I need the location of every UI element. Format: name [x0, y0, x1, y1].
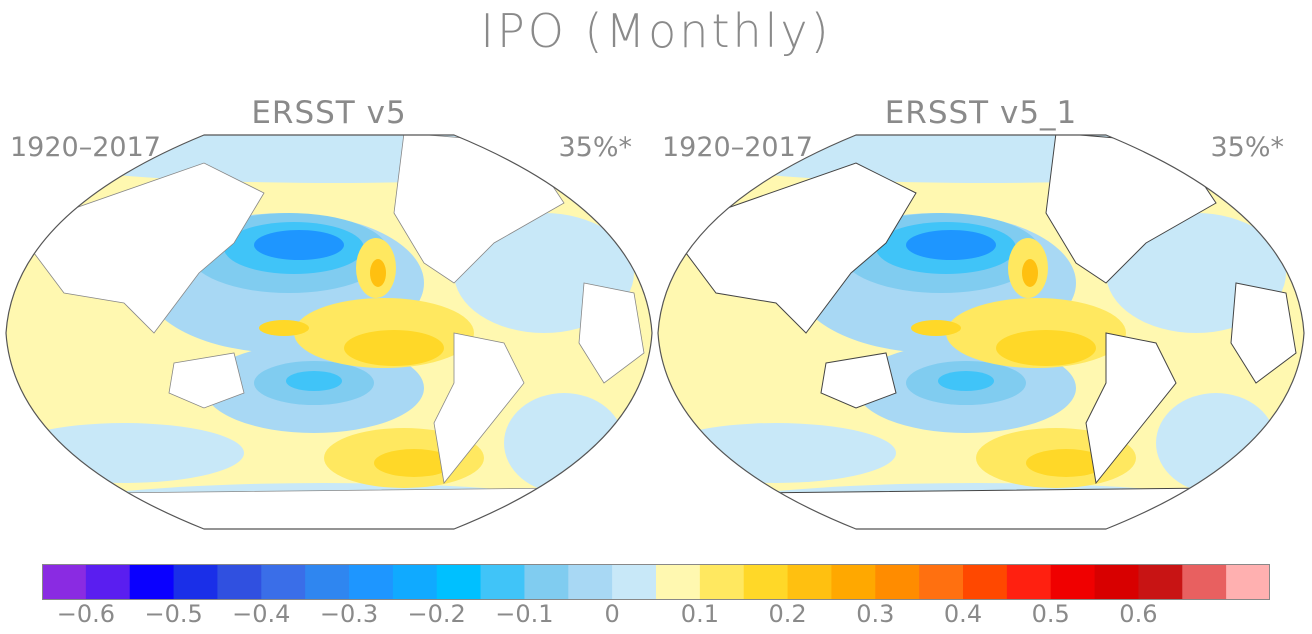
colorbar-swatch	[1050, 564, 1096, 600]
variance-label: 35%*	[1210, 132, 1284, 163]
colorbar-swatch	[305, 564, 350, 600]
colorbar-tick-label: −0.6	[56, 600, 116, 628]
colorbar-tick-label: 0.4	[943, 600, 983, 628]
colorbar-swatch	[1006, 564, 1052, 600]
colorbar-swatch	[349, 564, 394, 600]
colorbar-tick-label: −0.3	[319, 600, 379, 628]
colorbar-swatch	[480, 564, 525, 600]
colorbar-swatch	[85, 564, 131, 600]
colorbar-swatch	[261, 564, 306, 600]
colorbar-swatch	[787, 564, 832, 600]
figure-title: IPO (Monthly)	[480, 4, 832, 58]
colorbar-swatch	[392, 564, 438, 600]
colorbar-swatch	[743, 564, 789, 600]
world-map	[5, 134, 653, 530]
period-label: 1920–2017	[662, 132, 813, 163]
colorbar-swatch	[1094, 564, 1139, 600]
world-map	[657, 134, 1305, 530]
colorbar	[42, 564, 1270, 600]
colorbar-tick-label: 0	[604, 600, 620, 628]
variance-label: 35%*	[558, 132, 632, 163]
colorbar-swatch	[568, 564, 613, 600]
colorbar-swatch	[173, 564, 218, 600]
colorbar-swatch	[217, 564, 262, 600]
colorbar-swatch	[875, 564, 920, 600]
panel-title: ERSST v5_1	[884, 95, 1078, 131]
colorbar-swatch	[436, 564, 482, 600]
colorbar-tick-label: −0.1	[495, 600, 554, 628]
colorbar-tick-label: −0.4	[232, 600, 291, 628]
colorbar-swatch	[612, 564, 657, 600]
colorbar-swatch	[129, 564, 175, 600]
colorbar-tick-label: 0.5	[1031, 600, 1070, 628]
colorbar-tick-label: 0.2	[768, 600, 807, 628]
colorbar-swatch	[1182, 564, 1227, 600]
colorbar-frame	[42, 564, 1270, 600]
period-label: 1920–2017	[10, 132, 161, 163]
colorbar-swatch	[1226, 564, 1270, 600]
colorbar-swatch	[42, 564, 87, 600]
colorbar-swatch	[524, 564, 569, 600]
colorbar-swatch	[1138, 564, 1183, 600]
colorbar-tick-label: 0.3	[856, 600, 895, 628]
colorbar-swatch	[699, 564, 745, 600]
panel-title: ERSST v5	[251, 95, 407, 131]
colorbar-swatch	[963, 564, 1008, 600]
colorbar-tick-label: −0.5	[144, 600, 203, 628]
colorbar-tick-label: 0.6	[1119, 600, 1158, 628]
colorbar-swatch	[656, 564, 701, 600]
colorbar-tick-label: 0.1	[680, 600, 719, 628]
map-panel-right: ERSST v5_1 1920–2017 35%*	[656, 95, 1306, 535]
colorbar-swatch	[831, 564, 876, 600]
map-panel-left: ERSST v5 1920–2017 35%*	[4, 95, 654, 535]
colorbar-tick-labels: −0.6 −0.5 −0.4 −0.3 −0.2 −0.1 0 0.1 0.2 0.3 0.4 0.5…	[0, 600, 1312, 630]
colorbar-swatch	[919, 564, 964, 600]
colorbar-tick-label: −0.2	[407, 600, 466, 628]
